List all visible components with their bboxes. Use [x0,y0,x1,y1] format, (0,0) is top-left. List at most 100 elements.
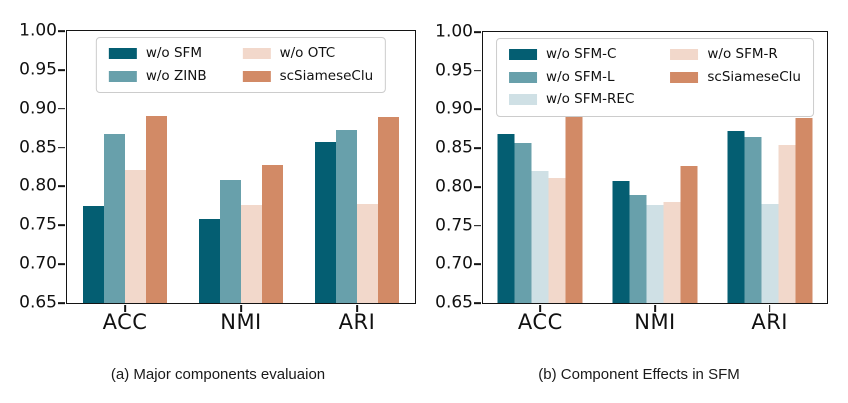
x-tick-mark [124,304,126,312]
bar-group-nmi [199,31,283,303]
x-tick-label: NMI [634,310,676,334]
y-tick-mark [474,186,482,188]
legend-label: w/o SFM-C [546,46,617,62]
y-tick-label: 0.70 [19,253,57,274]
caption-a: (a) Major components evaluaion [110,366,326,383]
legend-label: w/o SFM-L [546,68,615,85]
y-tick-label: 0.65 [19,292,57,313]
y-tick-mark [474,31,482,33]
bar [612,180,630,303]
y-tick-label: 0.75 [435,215,473,236]
bar [744,137,762,303]
y-tick-label: 0.85 [19,137,57,158]
bar [663,201,681,303]
legend-swatch-icon [108,70,137,82]
bar [548,177,566,303]
x-tick-label: ARI [338,310,376,334]
bar [199,219,220,303]
x-tick-label: ACC [517,310,563,334]
legend-swatch-icon [670,71,699,83]
legend-item: w/o SFM-R [670,46,801,64]
legend-swatch-icon [108,48,137,60]
bar-group-ari [727,32,813,303]
bar [357,203,378,303]
y-tick-label: 1.00 [435,21,473,42]
y-tick-label: 0.85 [435,137,473,158]
y-tick-mark [58,263,66,265]
x-tick-label: ARI [751,310,788,334]
legend-item: w/o SFM-L [509,69,634,87]
legend-swatch-icon [509,94,538,106]
legend-item: w/o SFM-C [509,46,634,64]
bar [727,131,745,303]
bar-group-ari [315,31,399,303]
legend-swatch-icon [509,49,538,61]
bar-group-acc [497,32,583,303]
y-tick-label: 0.80 [435,176,473,197]
x-tick-label: NMI [220,310,262,334]
y-tick-mark [474,147,482,149]
legend-swatch-icon [242,48,271,60]
legend-item: w/o SFM-REC [509,91,634,109]
y-tick-label: 0.80 [19,175,57,196]
legend-item: scSiameseClu [670,69,801,87]
bar [315,142,336,303]
x-tick-mark [768,304,771,312]
y-tick-label: 0.90 [435,98,473,119]
y-tick-label: 0.70 [435,253,473,274]
y-tick-mark [58,185,66,188]
y-tick-label: 0.90 [19,98,57,119]
y-tick-mark [58,107,66,110]
y-tick-label: 0.75 [19,214,57,235]
legend-label: w/o ZINB [145,67,207,84]
legend-swatch-icon [242,70,271,82]
bar [680,165,698,303]
bar [646,205,664,303]
bar [514,142,532,303]
bar [336,130,357,303]
y-tick-mark [474,108,482,111]
y-tick-label: 0.95 [435,60,473,81]
bar [104,133,125,303]
y-tick-mark [474,224,482,227]
legend-item: scSiameseClu [242,68,373,86]
y-tick-mark [58,302,66,304]
bar-group-acc [83,31,167,303]
plot-area: w/o SFM w/o ZINB w/o OTC scSiameseClu 0.65 0… [19,22,416,333]
legend: w/o SFM w/o ZINB w/o OTC scSiameseClu [95,37,387,94]
legend-label: w/o SFM-R [707,46,778,62]
y-tick-mark [58,30,66,32]
x-tick-mark [356,304,358,312]
y-tick-mark [474,69,482,72]
subplot-a: w/o SFM w/o ZINB w/o OTC scSiameseClu 0.65 0… [19,22,416,333]
y-tick-mark [474,302,482,304]
legend-swatch-icon [670,49,699,61]
y-tick-mark [58,69,66,71]
legend: w/o SFM-C w/o SFM-L w/o SFM-REC w/o SFM-R sc… [496,38,814,117]
caption-b: (b) Component Effects in SFM [538,366,740,383]
y-tick-label: 0.65 [435,292,473,313]
bar [146,115,167,303]
legend-label: w/o SFM [145,45,202,61]
legend-swatch-icon [509,71,538,83]
x-tick-mark [240,304,242,312]
plot-area: w/o SFM-C w/o SFM-L w/o SFM-REC w/o SFM-R sc… [435,23,828,333]
bar [795,117,813,303]
bar [220,180,241,303]
legend-label: w/o SFM-REC [546,91,635,108]
legend-label: w/o OTC [279,45,336,61]
bar [531,170,549,303]
y-tick-label: 1.00 [19,20,57,41]
bar [761,203,779,303]
bar [378,117,399,303]
bar [778,145,796,303]
bar [497,134,515,303]
bar [629,195,647,303]
bar [262,165,283,303]
x-tick-mark [539,304,542,312]
legend-item: w/o OTC [242,45,374,63]
x-tick-mark [654,304,656,312]
y-tick-label: 0.95 [19,59,57,80]
bar [241,205,262,303]
